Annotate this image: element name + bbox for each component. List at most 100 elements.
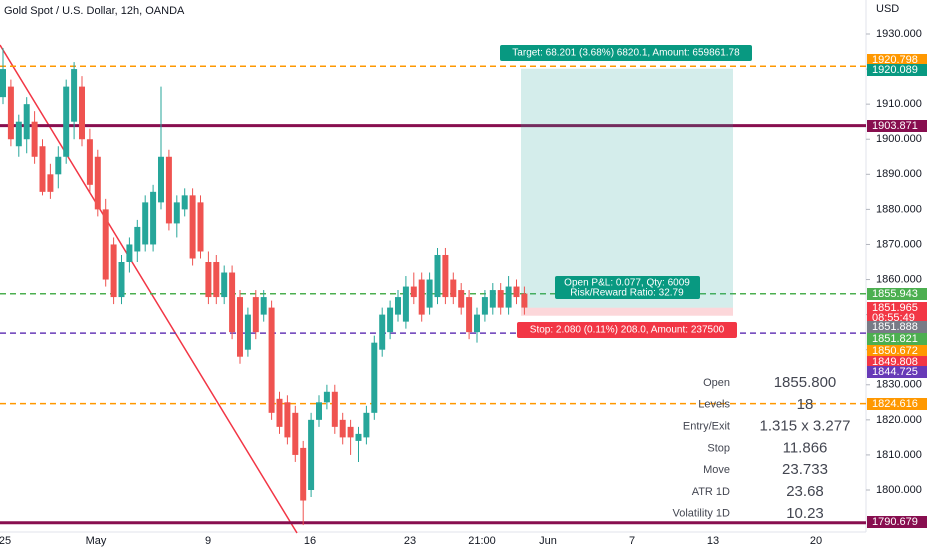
candle-body [395,297,401,315]
time-label: Jun [539,535,557,547]
time-label: 21:00 [468,535,496,547]
price-tag-bg [867,356,927,368]
candle-body [0,69,6,98]
candle-body [47,174,54,192]
time-label: 16 [304,535,316,547]
candle-body [505,286,512,308]
candle-body [355,433,362,441]
price-tag: 1850.672 [872,345,918,357]
candle-body [142,202,149,245]
info-label: Volatility 1D [673,508,731,520]
target-zone [521,68,733,308]
info-value: 1855.800 [774,374,837,391]
price-tag: 1844.725 [872,366,918,378]
time-label: 9 [205,535,211,547]
candle-body [268,307,275,413]
info-value: 10.23 [786,505,824,522]
time-label: 7 [629,535,635,547]
candle-body [308,419,315,490]
candle-body [197,202,204,252]
candle-body [94,156,101,210]
candle-body [442,254,449,298]
candle-body [260,297,267,315]
price-label: 1880.000 [876,203,922,215]
info-label: Move [703,464,730,476]
candle-body [339,419,346,438]
candle-body [466,297,473,333]
price-tag-bg [867,54,927,66]
info-value: 11.866 [783,439,828,456]
candle-body [150,191,157,245]
candle-body [379,314,386,350]
candle-body [173,202,180,224]
info-label: Levels [698,399,730,411]
price-tag: 1851.965 [872,302,918,314]
info-value: 18 [797,396,814,413]
candle-body [371,342,378,413]
candle-body [15,121,22,147]
price-tag: 1790.679 [872,516,918,528]
info-label: ATR 1D [692,486,730,498]
candle-body [252,297,259,333]
candle-body [221,272,228,298]
info-label: Open [703,377,730,389]
info-value: 23.733 [782,461,828,478]
price-tag-bg [867,302,927,314]
price-tag: 08:55:49 [872,312,915,324]
candle-body [458,290,465,308]
candle-body [229,272,236,333]
candle-body [237,297,243,357]
candle-body [284,402,291,438]
info-label: Stop [707,442,730,454]
stop-label: Stop: 2.080 (0.11%) 208.0, Amount: 23750… [530,325,725,336]
candle-body [126,244,133,262]
price-label: 1890.000 [876,168,922,180]
candle-body [300,447,307,501]
candle-body [79,86,85,140]
price-label: 1800.000 [876,484,922,496]
price-tag-bg [867,120,927,132]
time-label: 25 [0,535,11,547]
candle-body [316,402,322,420]
price-tag-bg [867,64,927,76]
price-label: 1810.000 [876,449,922,461]
stop-label-bg [517,322,737,338]
candle-body [213,262,220,298]
candle-body [7,86,14,140]
price-tag-bg [867,321,927,333]
price-tag-bg [867,333,927,345]
price-label: 1930.000 [876,28,922,40]
price-tag: 1851.821 [872,333,918,345]
price-tag: 1849.808 [872,356,918,368]
price-label: 1860.000 [876,273,922,285]
candle-body [134,226,141,252]
trend-line [0,44,298,534]
info-value: 1.315 x 3.277 [760,418,851,435]
price-tag-bg [867,345,927,357]
candle-body [402,286,409,322]
candle-body [86,139,93,185]
candle-body [426,279,433,308]
candle-body [63,86,70,157]
candle-body [31,121,38,157]
time-label: May [86,535,107,547]
price-label: 1830.000 [876,379,922,391]
candle-body [474,314,480,333]
candle-body [23,104,30,140]
candle-body [244,314,251,350]
price-tag: 1851.888 [872,321,918,333]
price-tag-bg [867,366,927,378]
candle-body [102,209,109,280]
candle-body [434,254,441,298]
symbol-title: Gold Spot / U.S. Dollar, 12h, OANDA [4,5,185,17]
candle-body [110,244,117,298]
price-tag: 1920.089 [872,64,918,76]
target-label: Target: 68.201 (3.68%) 6820.1, Amount: 6… [512,48,740,59]
candle-body [481,297,488,315]
candle-body [450,279,457,298]
candle-body [292,412,299,455]
time-label: 13 [707,535,719,547]
candle-body [181,195,188,210]
time-label: 23 [404,535,416,547]
